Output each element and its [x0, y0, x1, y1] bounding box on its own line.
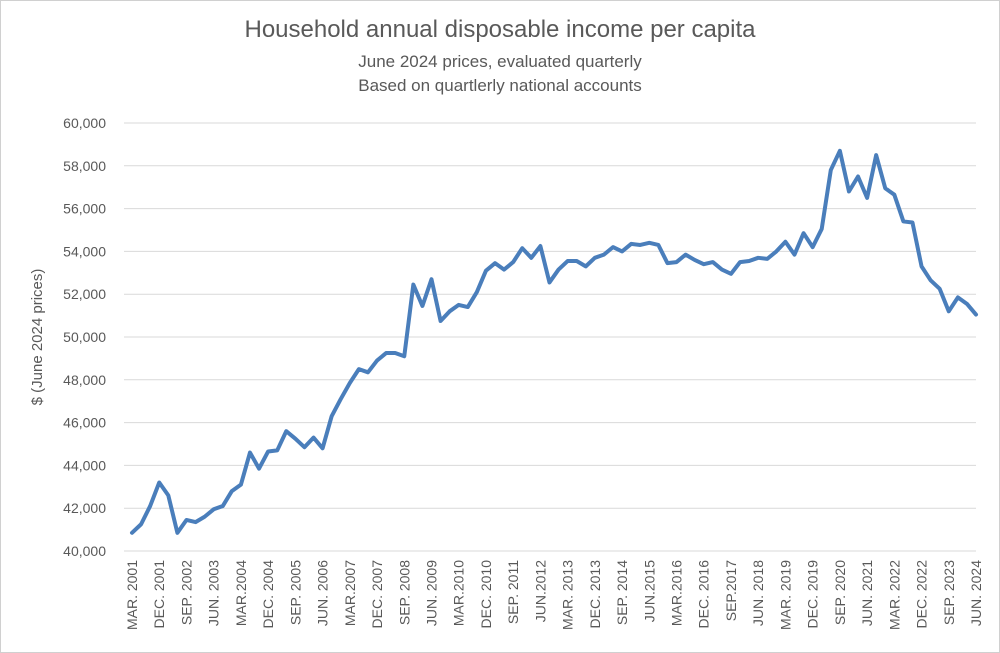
x-tick-label: MAR.2004: [233, 560, 249, 626]
y-tick-label: 58,000: [63, 158, 106, 174]
x-tick-label: JUN.2015: [641, 560, 657, 622]
x-tick-label: JUN. 2024: [968, 560, 984, 626]
x-tick-label: MAR. 2022: [886, 560, 902, 630]
y-tick-label: 54,000: [63, 243, 106, 259]
x-tick-label: DEC. 2004: [260, 560, 276, 629]
x-tick-label: SEP. 2008: [396, 560, 412, 625]
x-tick-label: SEP. 2014: [614, 560, 630, 625]
x-tick-label: DEC. 2016: [696, 560, 712, 629]
x-tick-label: SEP. 2020: [832, 560, 848, 625]
y-tick-label: 48,000: [63, 372, 106, 388]
x-tick-label: DEC. 2013: [587, 560, 603, 629]
y-tick-label: 42,000: [63, 500, 106, 516]
x-tick-label: JUN.2012: [532, 560, 548, 622]
x-tick-label: DEC. 2022: [914, 560, 930, 629]
x-tick-label: SEP. 2011: [505, 560, 521, 624]
chart-subtitle-2: Based on quartlerly national accounts: [358, 76, 642, 95]
x-tick-label: JUN. 2003: [206, 560, 222, 626]
y-tick-label: 46,000: [63, 415, 106, 431]
gridlines: [124, 122, 976, 552]
x-tick-label: MAR. 2013: [560, 560, 576, 630]
x-tick-label: SEP.2017: [723, 560, 739, 621]
x-axis-ticks: MAR. 2001 DEC. 2001 SEP. 2002 JUN. 2003 MAR.…: [124, 560, 984, 630]
x-tick-label: JUN. 2006: [315, 560, 331, 626]
y-tick-label: 56,000: [63, 201, 106, 217]
y-tick-label: 52,000: [63, 286, 106, 302]
x-tick-label: SEP. 2002: [178, 560, 194, 625]
y-tick-label: 44,000: [63, 457, 106, 473]
x-tick-label: DEC. 2010: [478, 560, 494, 629]
y-tick-label: 40,000: [63, 543, 106, 559]
chart-subtitle: June 2024 prices, evaluated quarterly: [358, 52, 642, 71]
x-tick-label: MAR.2007: [342, 560, 358, 626]
x-tick-label: DEC. 2001: [151, 560, 167, 629]
y-axis-label: $ (June 2024 prices): [29, 269, 46, 406]
x-tick-label: DEC. 2007: [369, 560, 385, 629]
y-tick-label: 50,000: [63, 329, 106, 345]
x-tick-label: JUN. 2021: [859, 560, 875, 626]
series-line: [130, 148, 978, 535]
x-tick-label: MAR. 2019: [777, 560, 793, 630]
x-tick-label: MAR. 2001: [124, 560, 140, 630]
x-tick-label: SEP. 2005: [287, 560, 303, 625]
x-tick-label: JUN. 2009: [423, 560, 439, 626]
y-tick-label: 60,000: [63, 115, 106, 131]
x-tick-label: JUN. 2018: [750, 560, 766, 626]
x-tick-label: DEC. 2019: [805, 560, 821, 629]
y-axis-ticks: 40,000 42,000 44,000 46,000 48,000 50,000 52,0…: [63, 115, 106, 559]
x-tick-label: SEP. 2023: [941, 560, 957, 625]
x-tick-label: MAR.2010: [451, 560, 467, 626]
chart-title: Household annual disposable income per c…: [244, 16, 756, 43]
x-tick-label: MAR.2016: [669, 560, 685, 626]
